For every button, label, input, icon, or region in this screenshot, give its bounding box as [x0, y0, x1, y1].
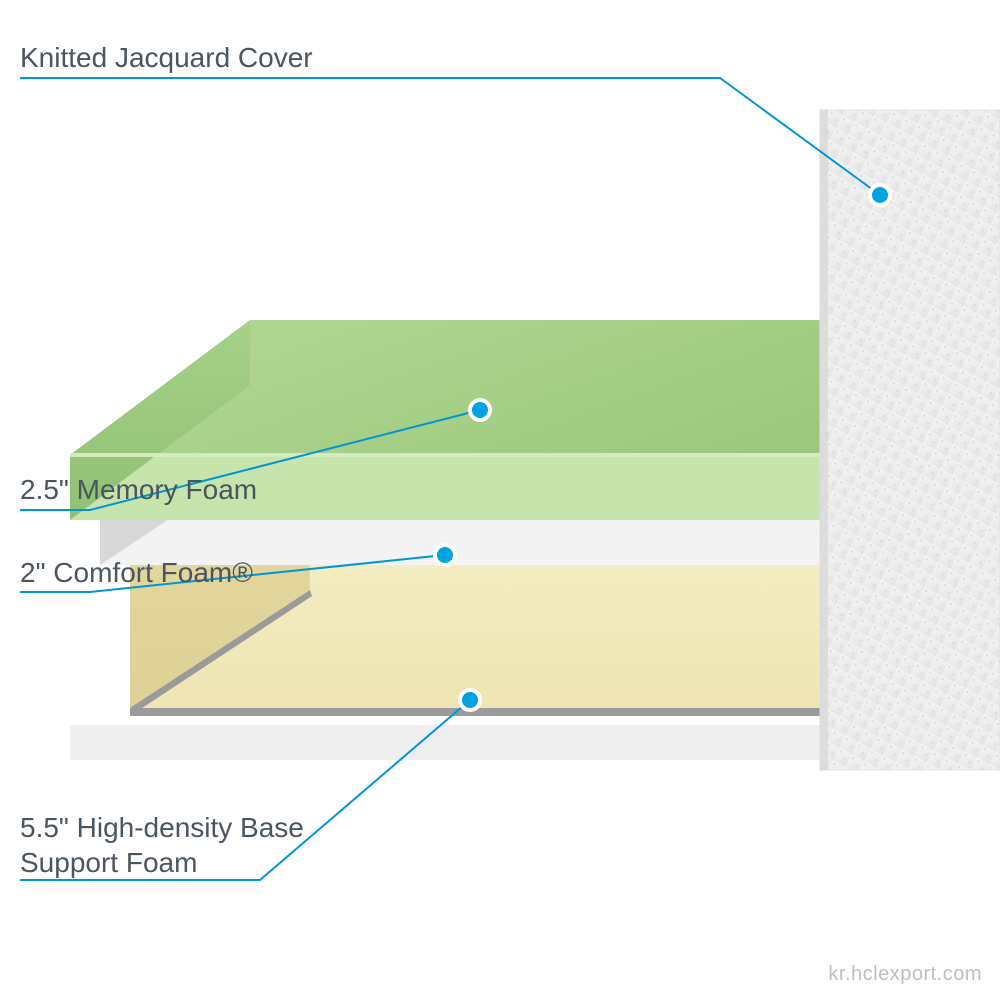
watermark: kr.hclexport.com: [828, 963, 982, 986]
callout-line-cover: [20, 78, 880, 195]
label-comfort: 2" Comfort Foam®: [20, 555, 253, 590]
label-memory: 2.5" Memory Foam: [20, 472, 257, 507]
dot-memory: [470, 400, 490, 420]
dot-cover: [870, 185, 890, 205]
dot-comfort: [435, 545, 455, 565]
cover-panel: [820, 110, 1000, 770]
label-base: 5.5" High-density Base Support Foam: [20, 810, 304, 880]
label-cover: Knitted Jacquard Cover: [20, 40, 313, 75]
dot-base: [460, 690, 480, 710]
